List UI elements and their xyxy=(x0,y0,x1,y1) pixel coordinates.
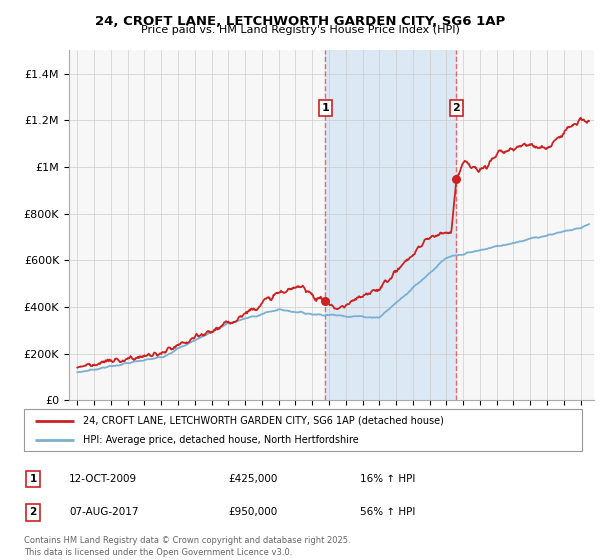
Text: 24, CROFT LANE, LETCHWORTH GARDEN CITY, SG6 1AP (detached house): 24, CROFT LANE, LETCHWORTH GARDEN CITY, … xyxy=(83,416,443,426)
Text: Price paid vs. HM Land Registry's House Price Index (HPI): Price paid vs. HM Land Registry's House … xyxy=(140,25,460,35)
Text: 16% ↑ HPI: 16% ↑ HPI xyxy=(360,474,415,484)
FancyBboxPatch shape xyxy=(24,409,582,451)
Text: 2: 2 xyxy=(452,103,460,113)
Text: HPI: Average price, detached house, North Hertfordshire: HPI: Average price, detached house, Nort… xyxy=(83,435,358,445)
Text: 07-AUG-2017: 07-AUG-2017 xyxy=(69,507,139,517)
Text: 1: 1 xyxy=(29,474,37,484)
Text: Contains HM Land Registry data © Crown copyright and database right 2025.
This d: Contains HM Land Registry data © Crown c… xyxy=(24,536,350,557)
Text: 56% ↑ HPI: 56% ↑ HPI xyxy=(360,507,415,517)
Text: 12-OCT-2009: 12-OCT-2009 xyxy=(69,474,137,484)
Text: 1: 1 xyxy=(322,103,329,113)
Text: 2: 2 xyxy=(29,507,37,517)
Text: 24, CROFT LANE, LETCHWORTH GARDEN CITY, SG6 1AP: 24, CROFT LANE, LETCHWORTH GARDEN CITY, … xyxy=(95,15,505,27)
Bar xyxy=(325,50,457,400)
Text: £425,000: £425,000 xyxy=(228,474,277,484)
Text: £950,000: £950,000 xyxy=(228,507,277,517)
